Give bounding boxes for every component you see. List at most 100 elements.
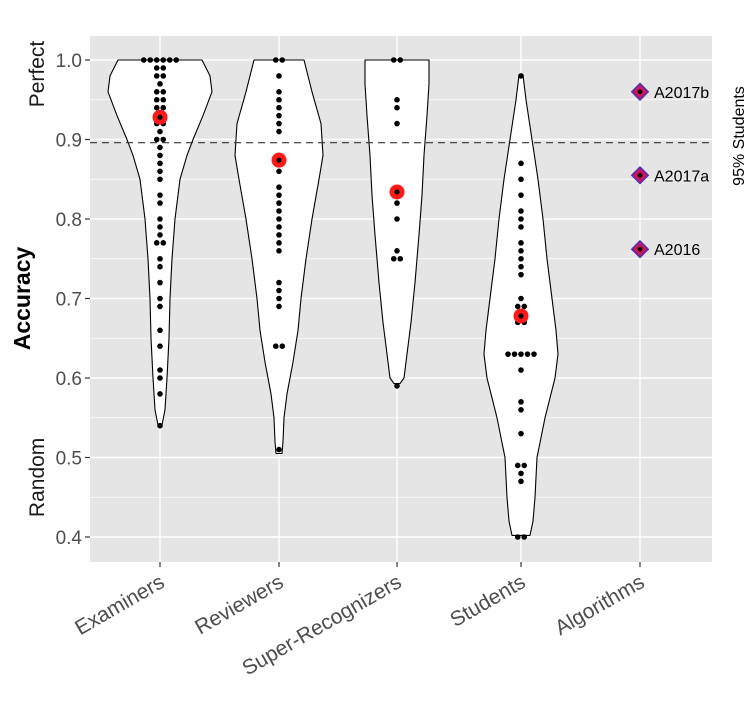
x-tick-label: Algorithms — [551, 570, 648, 640]
y-side-label-random: Random — [26, 438, 49, 517]
algorithm-label: A2017b — [654, 85, 709, 102]
y-tick-label: 0.9 — [56, 131, 82, 152]
algorithm-diamond-center — [637, 246, 643, 252]
y-tick-label: 0.8 — [56, 210, 82, 231]
data-point-students — [505, 351, 511, 357]
x-tick-label: Examiners — [71, 570, 168, 640]
data-point-reviewers — [276, 128, 282, 135]
data-point-examiners — [153, 104, 160, 111]
data-point-examiners — [153, 65, 160, 71]
data-point-students — [518, 73, 524, 79]
data-point-students — [514, 534, 521, 540]
data-point-examiners — [157, 303, 163, 310]
data-point-reviewers — [276, 303, 282, 310]
data-point-examiners — [153, 240, 160, 246]
data-point-students — [511, 351, 518, 357]
data-point-examiners — [157, 200, 163, 206]
data-point-students — [518, 208, 524, 214]
data-point-students — [514, 462, 521, 469]
y-tick-label: 0.5 — [56, 449, 82, 470]
data-point-super-recognizers — [394, 104, 400, 111]
data-point-examiners — [160, 240, 167, 246]
data-point-super-recognizers — [394, 216, 400, 222]
data-point-examiners — [157, 152, 163, 159]
data-point-reviewers — [276, 279, 282, 286]
algorithm-label: A2017a — [654, 168, 709, 185]
data-point-reviewers — [276, 89, 282, 95]
data-point-reviewers — [272, 57, 279, 63]
data-point-reviewers — [276, 287, 282, 294]
data-point-examiners — [157, 144, 163, 151]
data-point-students — [518, 367, 524, 373]
data-point-reviewers — [276, 112, 282, 119]
data-point-examiners — [157, 375, 163, 381]
data-point-students — [518, 470, 524, 477]
data-point-examiners — [160, 136, 167, 143]
y-tick-label: 0.7 — [56, 290, 82, 311]
data-point-examiners — [153, 73, 160, 79]
data-point-reviewers — [279, 343, 286, 350]
data-point-super-recognizers — [397, 255, 404, 262]
data-point-reviewers — [272, 343, 279, 350]
algorithm-markers: A2017b A2017a A2016 — [630, 82, 709, 259]
y-tick-label: 0.6 — [56, 369, 82, 390]
data-point-reviewers — [276, 295, 282, 302]
data-point-examiners — [157, 192, 163, 198]
data-point-students — [518, 407, 524, 413]
data-point-examiners — [160, 96, 167, 103]
data-point-examiners — [157, 367, 163, 373]
y-side-label-perfect: Perfect — [26, 41, 49, 108]
y-tick-label: 1.0 — [56, 51, 82, 72]
data-point-examiners — [157, 128, 163, 135]
x-tick-label: Reviewers — [191, 570, 287, 639]
reference-line-label: 95% Students — [731, 86, 748, 186]
data-point-examiners — [157, 81, 163, 87]
data-point-reviewers — [276, 232, 282, 238]
data-point-reviewers — [276, 96, 282, 103]
data-point-students — [521, 303, 528, 310]
data-point-students — [518, 240, 524, 246]
data-point-students — [524, 351, 531, 357]
data-point-reviewers — [276, 240, 282, 246]
data-point-examiners — [157, 168, 163, 175]
mean-marker-center — [157, 114, 163, 120]
data-point-students — [518, 399, 524, 405]
data-point-reviewers — [276, 224, 282, 230]
data-point-examiners — [173, 57, 180, 63]
data-point-examiners — [157, 255, 163, 262]
data-point-examiners — [160, 57, 167, 63]
y-tick-label: 0.4 — [56, 528, 83, 549]
data-point-examiners — [157, 176, 163, 183]
data-point-students — [518, 295, 524, 302]
data-point-examiners — [157, 343, 163, 350]
data-point-reviewers — [276, 184, 282, 190]
violin-reviewers — [234, 59, 324, 455]
y-ticks: 0.4 0.5 0.6 0.7 0.8 0.9 1.0 — [56, 51, 90, 549]
data-point-reviewers — [276, 208, 282, 214]
data-point-examiners — [157, 422, 163, 429]
algorithm-diamond-center — [637, 89, 643, 95]
data-point-examiners — [153, 57, 160, 63]
algorithm-label: A2016 — [654, 242, 700, 259]
data-point-students — [518, 224, 524, 230]
data-point-examiners — [157, 295, 163, 302]
mean-marker-center — [394, 189, 400, 195]
data-point-examiners — [153, 89, 160, 95]
data-point-examiners — [160, 65, 167, 71]
data-point-examiners — [160, 73, 167, 79]
y-axis-title: Accuracy — [9, 247, 35, 351]
data-point-reviewers — [276, 104, 282, 111]
data-point-examiners — [166, 57, 173, 63]
mean-markers — [152, 109, 529, 324]
data-point-students — [518, 430, 524, 437]
data-point-students — [518, 351, 524, 357]
data-point-students — [521, 534, 528, 540]
x-tick-label: Students — [446, 570, 529, 631]
data-point-examiners — [157, 224, 163, 230]
data-point-examiners — [160, 104, 167, 111]
data-point-reviewers — [279, 57, 286, 63]
data-point-students — [521, 462, 528, 469]
data-point-students — [518, 271, 524, 278]
